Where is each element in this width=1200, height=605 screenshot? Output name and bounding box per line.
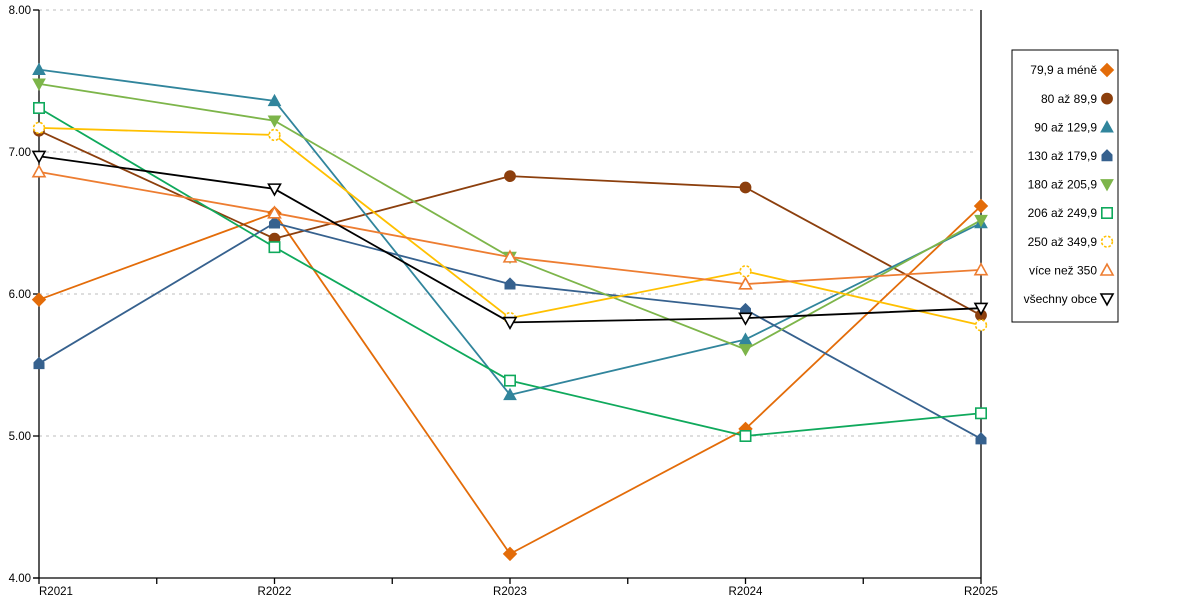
y-tick-label: 4.00: [9, 573, 31, 585]
legend-item-8: více než 350: [1029, 262, 1115, 277]
triangle-up-icon: [1099, 262, 1115, 276]
y-tick-label: 7.00: [9, 147, 31, 159]
legend-label: všechny obce: [1024, 292, 1098, 306]
pentagon-icon: [1101, 149, 1113, 162]
legend-item-6: 206 až 249,9: [1028, 206, 1114, 220]
x-tick-label: R2022: [258, 586, 292, 598]
data-point: [33, 356, 45, 370]
gridlines: [39, 9, 977, 437]
diamond-icon: [1099, 62, 1115, 78]
legend-item-5: 180 až 205,9: [1028, 178, 1114, 192]
data-point: [31, 292, 47, 307]
legend-item-9: všechny obce: [1024, 292, 1115, 307]
data-point: [504, 170, 516, 183]
circle-icon: [1100, 235, 1114, 248]
data-point: [31, 150, 47, 164]
legend: 79,9 a méně 80 až 89,9 90 až 129,9 130 až 1…: [1011, 49, 1119, 323]
legend-label: 80 až 89,9: [1041, 92, 1097, 106]
data-point: [739, 265, 752, 278]
legend-item-2: 80 až 89,9: [1041, 92, 1113, 106]
triangle-down-icon: [1100, 179, 1114, 192]
x-tick-label: R2024: [729, 586, 763, 598]
x-tick-label: R2021: [39, 586, 73, 598]
y-tick-label: 8.00: [9, 5, 31, 17]
data-point: [502, 316, 518, 331]
data-point: [739, 181, 752, 194]
x-tick-label: R2023: [493, 586, 527, 598]
series-line-7: [38, 126, 982, 327]
data-point: [502, 546, 518, 562]
legend-label: 90 až 129,9: [1034, 120, 1097, 134]
y-tick-label: 6.00: [9, 289, 31, 301]
legend-item-3: 90 až 129,9: [1034, 120, 1114, 134]
data-point: [267, 183, 282, 197]
legend-label: 130 až 179,9: [1028, 149, 1098, 163]
data-point: [31, 164, 47, 178]
data-point: [32, 62, 46, 75]
triangle-up-icon: [1100, 120, 1114, 133]
legend-label: 180 až 205,9: [1028, 178, 1098, 192]
axis-labels: 8.00 7.00 6.00 5.00 4.00 R2021 R2022 R2023 R2024…: [9, 5, 998, 598]
data-point: [738, 276, 753, 290]
data-point: [974, 407, 987, 420]
data-point: [975, 432, 987, 445]
circle-icon: [1101, 92, 1113, 105]
series-lines: [38, 68, 982, 555]
triangle-down-icon: [1099, 293, 1115, 307]
axes: [33, 9, 982, 584]
data-point: [738, 312, 753, 326]
legend-item-7: 250 až 349,9: [1028, 235, 1114, 249]
data-point: [269, 216, 280, 229]
data-point: [974, 214, 988, 228]
data-point: [268, 128, 281, 142]
series-line-6: [38, 107, 982, 437]
data-point: [503, 374, 516, 387]
legend-label: 250 až 349,9: [1028, 235, 1098, 249]
legend-item-1: 79,9 a méně: [1030, 62, 1115, 78]
series-markers: [31, 62, 989, 562]
series-line-5: [38, 82, 982, 351]
data-point: [32, 121, 46, 135]
legend-label: 79,9 a méně: [1030, 63, 1097, 77]
data-point: [267, 115, 282, 128]
legend-label: 206 až 249,9: [1028, 206, 1098, 220]
data-point: [739, 429, 752, 442]
data-point: [267, 205, 282, 219]
data-point: [32, 78, 46, 91]
data-point: [973, 262, 989, 276]
legend-item-4: 130 až 179,9: [1028, 149, 1113, 163]
x-tick-label: R2025: [964, 586, 998, 598]
series-line-3: [38, 68, 982, 396]
data-point: [738, 332, 753, 345]
data-point: [973, 302, 989, 316]
data-point: [974, 319, 988, 332]
square-icon: [1101, 207, 1114, 220]
data-point: [268, 241, 281, 254]
data-point: [502, 249, 518, 263]
legend-label: více než 350: [1029, 263, 1097, 277]
data-point: [267, 93, 282, 107]
series-line-8: [38, 170, 982, 285]
legend-box: [1011, 49, 1119, 323]
data-point: [503, 387, 517, 401]
data-point: [738, 344, 753, 357]
data-point: [973, 198, 989, 214]
y-tick-label: 5.00: [9, 431, 31, 443]
data-point: [504, 277, 516, 290]
data-point: [32, 101, 45, 114]
